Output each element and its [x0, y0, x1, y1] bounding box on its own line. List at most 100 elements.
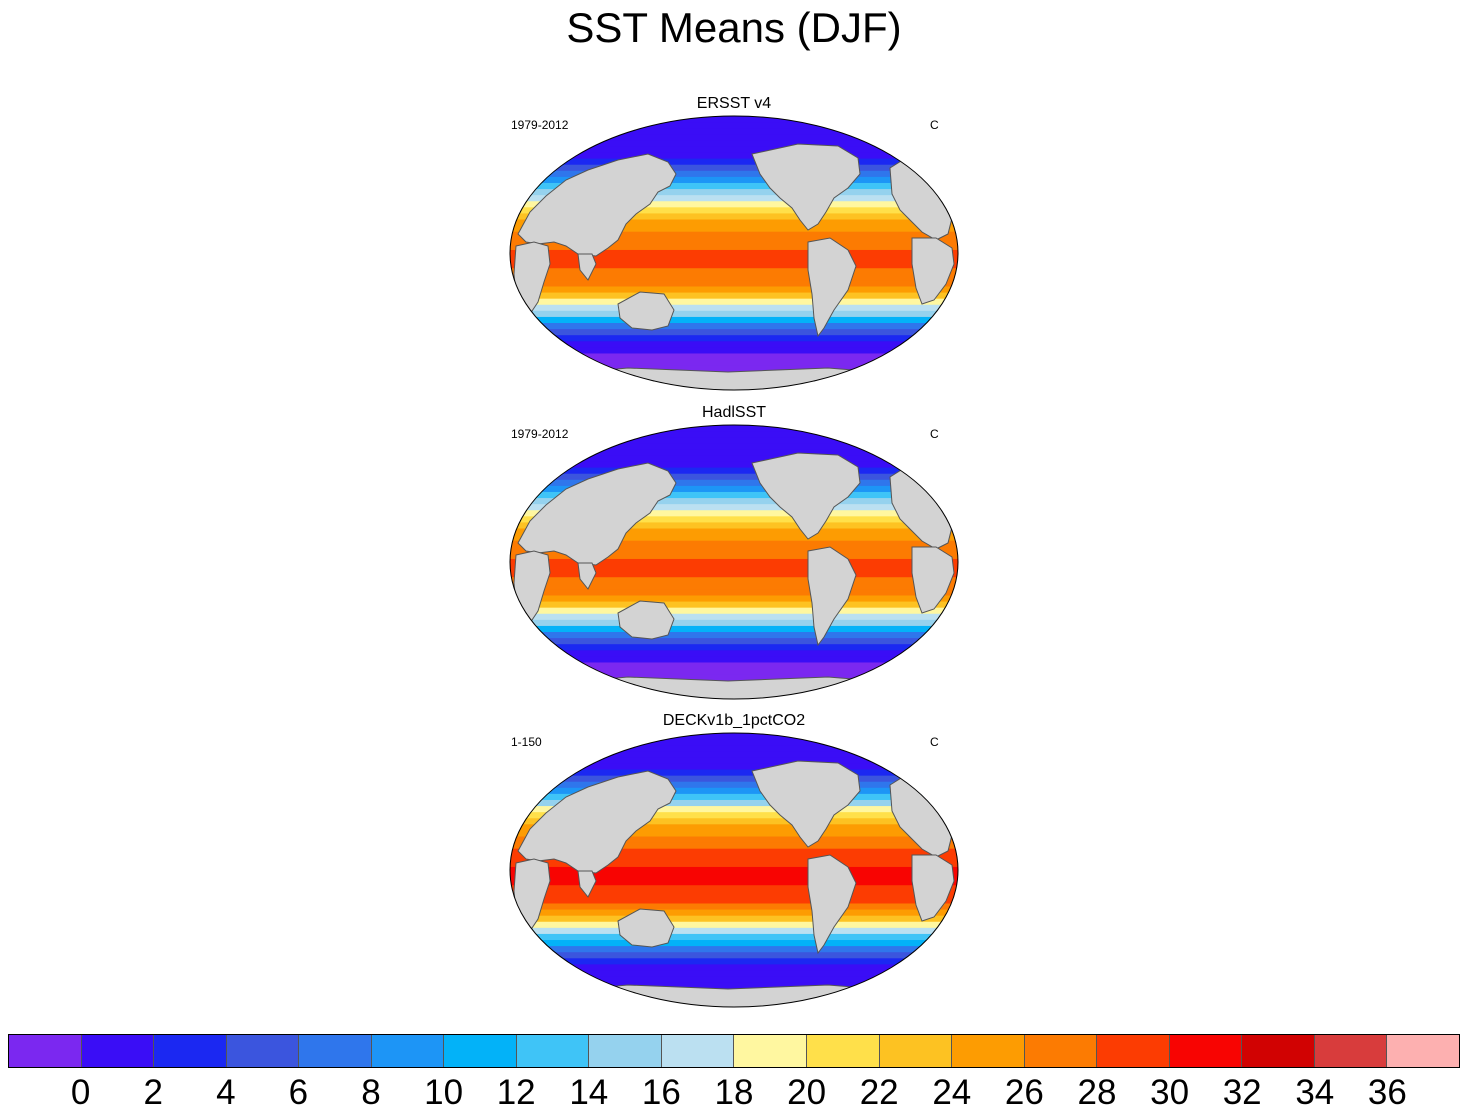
colorbar-swatch: [226, 1035, 300, 1067]
sst-band: [510, 116, 958, 123]
sst-band: [510, 812, 958, 819]
sst-band: [510, 510, 958, 517]
sst-band: [510, 359, 958, 367]
sst-band: [510, 940, 958, 947]
sst-band: [510, 491, 958, 499]
sst-band: [510, 638, 958, 645]
sst-band: [510, 787, 958, 795]
land-asia-europe: [517, 462, 677, 566]
sst-band: [510, 976, 958, 984]
sst-band: [510, 607, 958, 615]
colorbar-swatch: [734, 1035, 808, 1067]
sst-band: [510, 903, 958, 911]
sst-band: [510, 745, 958, 752]
sst-band: [510, 854, 958, 862]
sst-band: [510, 909, 958, 917]
colorbar-swatch: [1314, 1035, 1388, 1067]
land-north-america: [751, 452, 861, 540]
sst-band: [510, 329, 958, 336]
sst-band: [510, 613, 958, 621]
sst-band: [510, 933, 958, 941]
colorbar-swatch: [299, 1035, 372, 1067]
sst-band: [510, 467, 958, 475]
sst-band: [510, 443, 958, 450]
sst-band: [510, 571, 958, 578]
sst-band: [510, 449, 958, 457]
panel-1-units: C: [930, 118, 939, 132]
sst-band: [510, 558, 958, 566]
colorbar-labels: 0 2 4 6 8 10 12 14 16 18 20 22 24 26 28 30 32 34 36: [0, 1072, 1468, 1116]
colorbar-tick-label: 18: [714, 1073, 754, 1112]
sst-band: [510, 225, 958, 233]
colorbar-tick-label: 12: [496, 1073, 536, 1112]
colorbar-tick-label: 2: [143, 1073, 163, 1112]
sst-band: [510, 498, 958, 505]
sst-band: [510, 365, 958, 373]
panel-2-title: HadlSST: [701, 404, 767, 421]
sst-band: [510, 286, 958, 294]
sst-band: [510, 842, 958, 850]
sst-band: [510, 982, 958, 990]
sst-band: [510, 479, 958, 487]
sst-band: [510, 921, 958, 929]
sst-band: [510, 262, 958, 269]
sst-band: [510, 644, 958, 651]
sst-band: [510, 619, 958, 627]
sst-band: [510, 298, 958, 306]
sst-band: [510, 128, 958, 135]
colorbar-swatch: [589, 1035, 662, 1067]
sst-band: [510, 793, 958, 801]
colorbar-tick-label: 36: [1367, 1073, 1407, 1112]
sst-band: [510, 341, 958, 348]
panel-1-map: [509, 115, 959, 391]
sst-band: [510, 176, 958, 184]
colorbar-swatch: [1387, 1035, 1459, 1067]
sst-band: [510, 146, 958, 154]
sst-band: [510, 353, 958, 361]
sst-band: [510, 583, 958, 590]
sst-band: [510, 207, 958, 215]
panel-3-title: DECKv1b_1pctCO2: [662, 712, 806, 729]
sst-band: [510, 249, 958, 257]
sst-band: [510, 577, 958, 584]
colorbar-tick-label: 22: [859, 1073, 899, 1112]
sst-band: [510, 656, 958, 664]
sst-band: [510, 601, 958, 609]
colorbar-swatch: [444, 1035, 517, 1067]
panel-2-period: 1979-2012: [511, 427, 569, 441]
sst-band: [510, 540, 958, 548]
panel-2-units: C: [930, 427, 939, 441]
land-south-america: [807, 237, 857, 338]
colorbar-tick-label: 24: [932, 1073, 972, 1112]
colorbar-tick-label: 34: [1295, 1073, 1335, 1112]
colorbar-tick-label: 20: [787, 1073, 827, 1112]
panel-3-map: [509, 732, 959, 1008]
sst-band: [510, 775, 958, 783]
colorbar-tick-label: 8: [361, 1073, 381, 1112]
map-outline: [509, 732, 959, 1008]
colorbar-tick-label: 26: [1004, 1073, 1044, 1112]
colorbar-swatch: [661, 1035, 735, 1067]
colorbar-swatch: [952, 1035, 1025, 1067]
sst-band: [510, 625, 958, 633]
sst-band: [510, 437, 958, 444]
sst-band: [510, 952, 958, 959]
sst-band: [510, 552, 958, 560]
colorbar-swatch: [807, 1035, 880, 1067]
colorbar-tick-label: 28: [1077, 1073, 1117, 1112]
sst-band: [510, 485, 958, 493]
sst-band: [510, 891, 958, 898]
sst-band: [510, 231, 958, 239]
sst-band: [510, 806, 958, 813]
panel-2-map: [509, 424, 959, 700]
sst-band: [510, 879, 958, 886]
land-greenland: [885, 121, 923, 151]
colorbar-swatch: [516, 1035, 590, 1067]
sst-band: [510, 830, 958, 838]
colorbar-swatch: [1242, 1035, 1315, 1067]
colorbar-tick-label: 32: [1222, 1073, 1262, 1112]
colorbar-tick-label: 30: [1150, 1073, 1190, 1112]
sst-band: [510, 818, 958, 825]
land-asia-europe: [517, 770, 677, 874]
sst-band: [510, 219, 958, 227]
